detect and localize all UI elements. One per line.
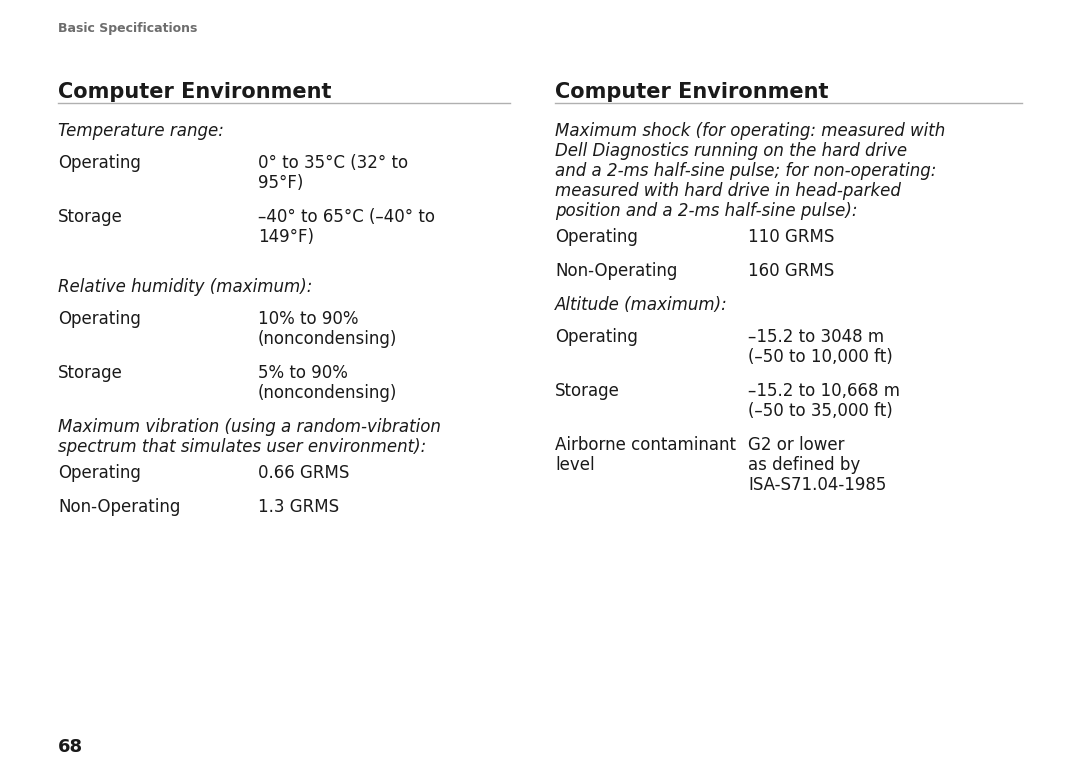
Text: Storage: Storage <box>58 208 123 226</box>
Text: 149°F): 149°F) <box>258 228 314 246</box>
Text: Altitude (maximum):: Altitude (maximum): <box>555 296 728 314</box>
Text: 10% to 90%: 10% to 90% <box>258 310 359 328</box>
Text: Temperature range:: Temperature range: <box>58 122 224 140</box>
Text: measured with hard drive in head-parked: measured with hard drive in head-parked <box>555 182 901 200</box>
Text: –15.2 to 10,668 m: –15.2 to 10,668 m <box>748 382 900 400</box>
Text: spectrum that simulates user environment):: spectrum that simulates user environment… <box>58 438 427 456</box>
Text: Maximum vibration (using a random-vibration: Maximum vibration (using a random-vibrat… <box>58 418 441 436</box>
Text: Storage: Storage <box>58 364 123 382</box>
Text: level: level <box>555 456 595 474</box>
Text: Dell Diagnostics running on the hard drive: Dell Diagnostics running on the hard dri… <box>555 142 907 160</box>
Text: 110 GRMS: 110 GRMS <box>748 228 835 246</box>
Text: Relative humidity (maximum):: Relative humidity (maximum): <box>58 278 312 296</box>
Text: Airborne contaminant: Airborne contaminant <box>555 436 735 454</box>
Text: ISA-S71.04-1985: ISA-S71.04-1985 <box>748 476 887 494</box>
Text: Non-Operating: Non-Operating <box>58 498 180 516</box>
Text: 5% to 90%: 5% to 90% <box>258 364 348 382</box>
Text: Operating: Operating <box>58 310 140 328</box>
Text: position and a 2-ms half-sine pulse):: position and a 2-ms half-sine pulse): <box>555 202 858 220</box>
Text: 95°F): 95°F) <box>258 174 303 192</box>
Text: Operating: Operating <box>555 228 638 246</box>
Text: (–50 to 35,000 ft): (–50 to 35,000 ft) <box>748 402 893 420</box>
Text: –15.2 to 3048 m: –15.2 to 3048 m <box>748 328 885 346</box>
Text: 1.3 GRMS: 1.3 GRMS <box>258 498 339 516</box>
Text: 68: 68 <box>58 738 83 756</box>
Text: as defined by: as defined by <box>748 456 861 474</box>
Text: (noncondensing): (noncondensing) <box>258 330 397 348</box>
Text: 160 GRMS: 160 GRMS <box>748 262 834 280</box>
Text: G2 or lower: G2 or lower <box>748 436 845 454</box>
Text: Operating: Operating <box>555 328 638 346</box>
Text: Computer Environment: Computer Environment <box>58 82 332 102</box>
Text: Computer Environment: Computer Environment <box>555 82 828 102</box>
Text: Maximum shock (for operating: measured with: Maximum shock (for operating: measured w… <box>555 122 945 140</box>
Text: Operating: Operating <box>58 464 140 482</box>
Text: (–50 to 10,000 ft): (–50 to 10,000 ft) <box>748 348 893 366</box>
Text: Non-Operating: Non-Operating <box>555 262 677 280</box>
Text: 0.66 GRMS: 0.66 GRMS <box>258 464 349 482</box>
Text: (noncondensing): (noncondensing) <box>258 384 397 402</box>
Text: Operating: Operating <box>58 154 140 172</box>
Text: Storage: Storage <box>555 382 620 400</box>
Text: 0° to 35°C (32° to: 0° to 35°C (32° to <box>258 154 408 172</box>
Text: Basic Specifications: Basic Specifications <box>58 22 198 35</box>
Text: –40° to 65°C (–40° to: –40° to 65°C (–40° to <box>258 208 435 226</box>
Text: and a 2-ms half-sine pulse; for non-operating:: and a 2-ms half-sine pulse; for non-oper… <box>555 162 936 180</box>
